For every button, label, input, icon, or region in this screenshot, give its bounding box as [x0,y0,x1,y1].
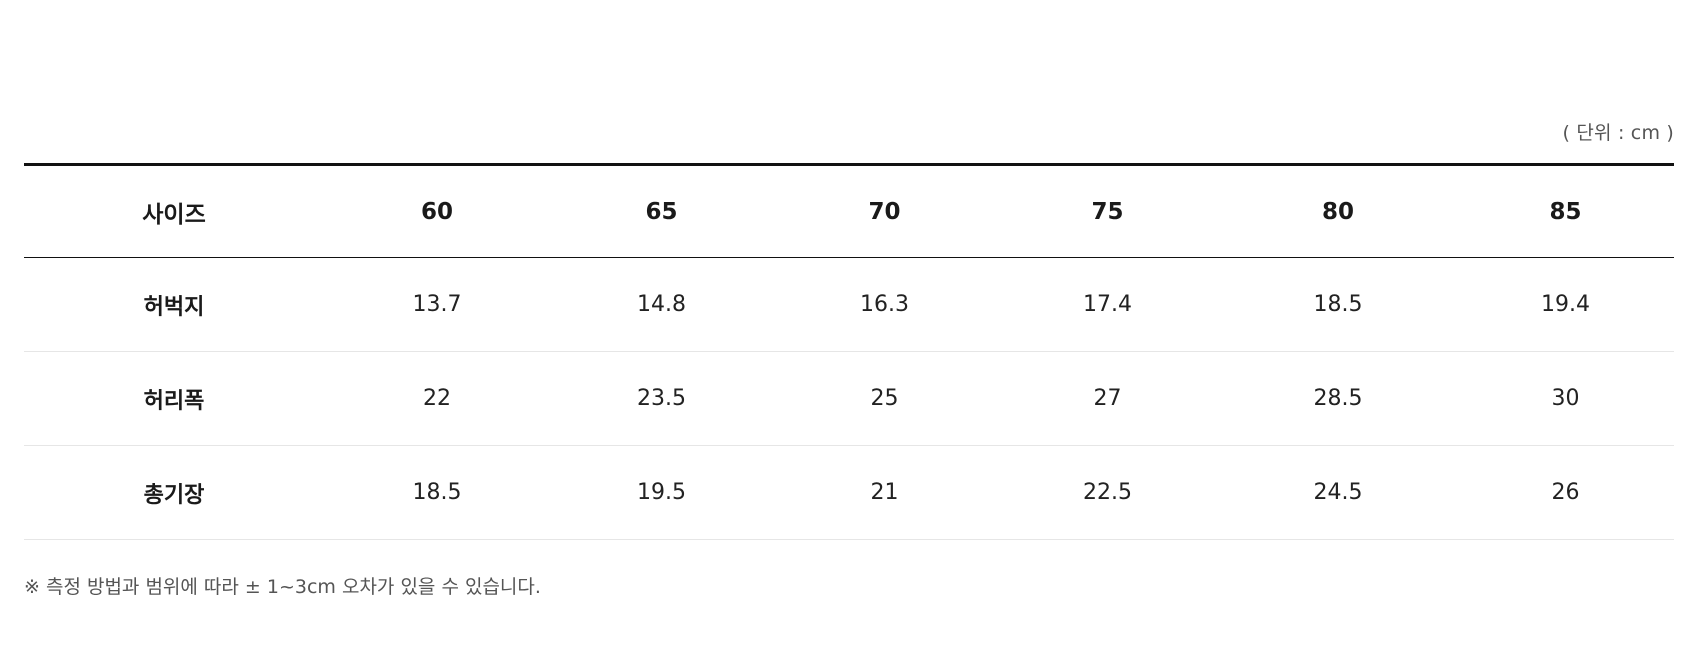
table-cell: 22 [423,386,451,411]
row-label-total-length: 총기장 [143,482,205,508]
table-row-thigh: 허벅지 13.7 14.8 16.3 17.4 18.5 19.4 [24,258,1674,352]
table-cell: 19.5 [637,480,686,505]
row-label-waist: 허리폭 [143,388,205,414]
table-cell: 22.5 [1083,480,1132,505]
header-size-80: 80 [1321,198,1354,225]
table-cell: 13.7 [412,292,462,317]
table-cell: 23.5 [637,386,686,411]
size-table: 사이즈 60 65 70 75 80 85 허벅지 13.7 14.8 16.3… [24,163,1674,540]
table-cell: 27 [1093,386,1122,411]
header-size-label: 사이즈 [142,201,206,228]
table-cell: 21 [870,480,899,505]
unit-label: ( 단위 : cm ) [1562,122,1674,144]
table-cell: 18.5 [1313,292,1363,317]
measurement-note: ※ 측정 방법과 범위에 따라 ± 1~3cm 오차가 있을 수 있습니다. [24,576,541,598]
row-label-thigh: 허벅지 [143,294,205,320]
table-cell: 25 [870,386,899,411]
header-size-65: 65 [645,198,678,225]
table-cell: 30 [1551,386,1580,411]
table-cell: 26 [1551,480,1580,505]
header-size-60: 60 [420,198,453,225]
table-cell: 18.5 [412,480,462,505]
table-cell: 14.8 [637,292,686,317]
table-cell: 28.5 [1313,386,1363,411]
header-size-85: 85 [1549,198,1582,225]
table-cell: 16.3 [860,292,909,317]
table-cell: 17.4 [1083,292,1132,317]
table-header-row: 사이즈 60 65 70 75 80 85 [24,164,1674,258]
header-size-70: 70 [868,198,901,225]
header-size-75: 75 [1091,198,1124,225]
table-row-waist: 허리폭 22 23.5 25 27 28.5 30 [24,352,1674,446]
table-row-total-length: 총기장 18.5 19.5 21 22.5 24.5 26 [24,446,1674,540]
table-cell: 19.4 [1541,292,1590,317]
table-cell: 24.5 [1313,480,1363,505]
